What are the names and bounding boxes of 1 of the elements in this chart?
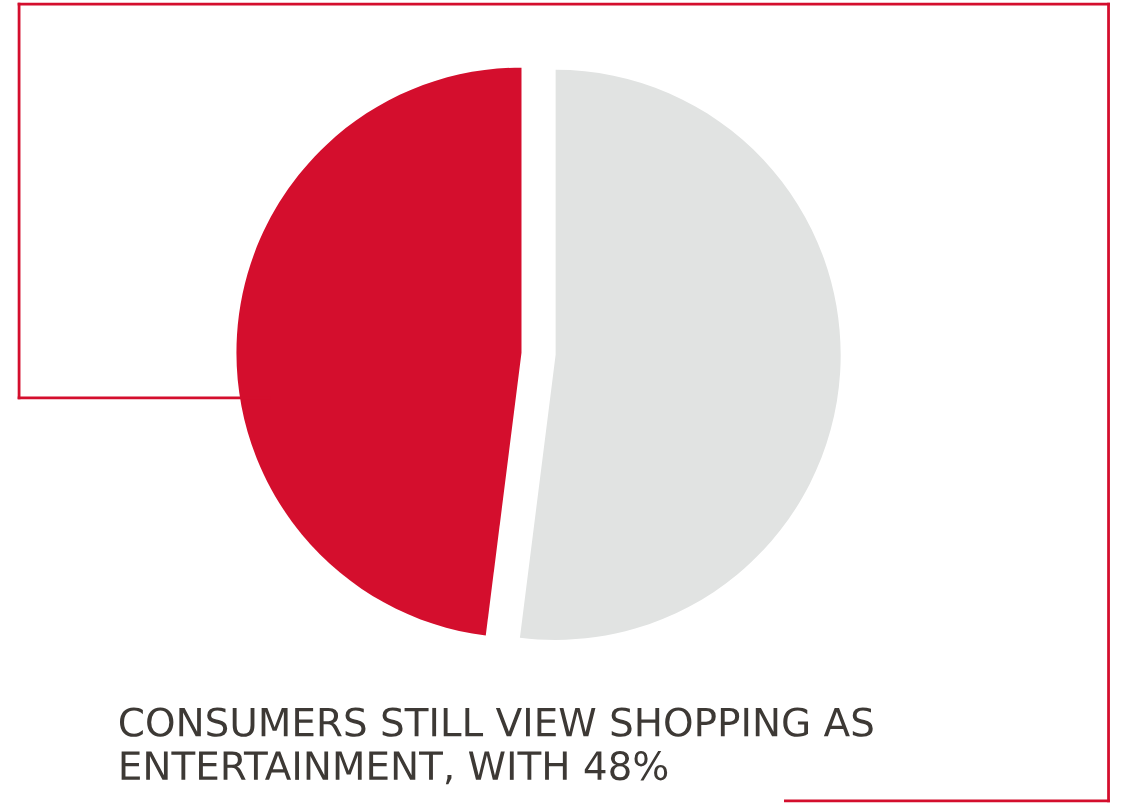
text: CONSUMERS STILL VIEW SHOPPING AS ENTERTAINMENT, WITH 48% [119, 707, 873, 785]
